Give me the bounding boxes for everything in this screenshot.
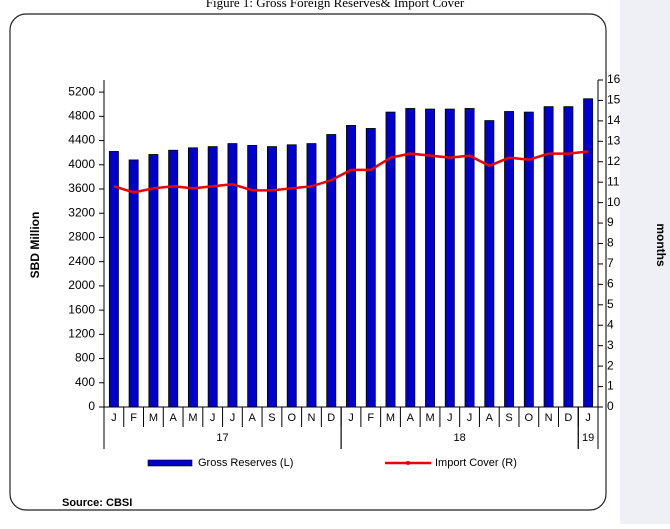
bar — [128, 159, 139, 408]
y2-tick-label: 13 — [607, 133, 621, 147]
y2-tick-label: 11 — [607, 174, 620, 188]
y2-tick-label: 8 — [607, 236, 614, 250]
y2-tick-label: 2 — [607, 358, 614, 372]
y2-tick-label: 1 — [607, 379, 614, 393]
legend-label: Gross Reserves (L) — [198, 457, 293, 469]
x-tick-label: M — [386, 412, 395, 424]
line — [113, 150, 589, 194]
bar — [227, 143, 238, 408]
y-tick-label: 800 — [75, 351, 95, 365]
legend-swatch — [147, 459, 193, 467]
bar — [247, 144, 258, 408]
bar — [148, 154, 159, 408]
x-tick-label: J — [585, 412, 591, 424]
x-tick-label: O — [287, 412, 296, 424]
bar — [484, 120, 495, 408]
bar — [306, 143, 317, 408]
y2-tick-label: 0 — [607, 399, 614, 413]
bar — [504, 111, 515, 408]
y2-tick-label: 10 — [607, 195, 621, 209]
x-tick-label: F — [130, 412, 137, 424]
x-tick-label: N — [545, 412, 553, 424]
y2-tick-label: 14 — [607, 113, 621, 127]
y-tick-label: 2800 — [68, 230, 95, 244]
x-tick-label: A — [249, 412, 257, 424]
y2-tick-label: 6 — [607, 277, 614, 291]
y2-axis-label: months — [654, 223, 668, 267]
y-tick-label: 4400 — [68, 133, 95, 147]
y2-tick-label: 16 — [607, 72, 621, 86]
y-tick-label: 400 — [75, 375, 95, 389]
y2-tick-label: 12 — [607, 154, 621, 168]
y-tick-label: 5200 — [68, 84, 95, 98]
bar — [523, 111, 534, 408]
y-tick-label: 1600 — [68, 302, 95, 316]
legend-label: Import Cover (R) — [435, 457, 517, 469]
x-group-label: 17 — [216, 432, 228, 444]
x-tick-label: A — [169, 412, 177, 424]
y2-tick-label: 7 — [607, 256, 614, 270]
bar — [108, 151, 119, 408]
x-tick-label: J — [348, 412, 354, 424]
x-tick-label: D — [327, 412, 335, 424]
bar — [405, 108, 416, 408]
x-group-label: 18 — [454, 432, 466, 444]
x-tick-label: S — [505, 412, 512, 424]
bar — [346, 125, 356, 408]
x-tick-label: M — [425, 412, 434, 424]
x-tick-label: M — [149, 412, 158, 424]
bar — [444, 108, 455, 408]
bar — [543, 106, 554, 408]
x-tick-label: A — [407, 412, 415, 424]
y2-tick-label: 5 — [607, 297, 614, 311]
x-tick-label: D — [564, 412, 572, 424]
y-tick-label: 4800 — [68, 109, 95, 123]
y2-tick-label: 3 — [607, 338, 614, 352]
y-tick-label: 2000 — [68, 278, 95, 292]
x-tick-label: J — [467, 412, 473, 424]
y-tick-label: 0 — [88, 399, 95, 413]
x-tick-label: O — [525, 412, 534, 424]
x-tick-label: J — [230, 412, 236, 424]
bar — [385, 111, 396, 408]
y2-tick-label: 15 — [607, 93, 621, 107]
bar — [286, 144, 297, 408]
bar — [583, 98, 594, 408]
x-tick-label: A — [486, 412, 494, 424]
y-tick-label: 3200 — [68, 205, 95, 219]
chart-title: Figure 1: Gross Foreign Reserves& Import… — [206, 0, 465, 10]
bar — [365, 128, 376, 408]
side-shade — [620, 0, 670, 524]
x-tick-label: S — [268, 412, 275, 424]
bar — [207, 146, 218, 408]
y-tick-label: 1200 — [68, 327, 95, 341]
x-tick-label: M — [188, 412, 197, 424]
x-tick-label: J — [447, 412, 453, 424]
bar — [326, 134, 337, 408]
y-tick-label: 4000 — [68, 157, 95, 171]
x-tick-label: F — [367, 412, 374, 424]
legend-marker — [406, 461, 410, 465]
y-tick-label: 2400 — [68, 254, 95, 268]
x-tick-label: N — [308, 412, 316, 424]
source: Source: CBSI — [62, 497, 132, 509]
bar — [168, 149, 179, 408]
y2-tick-label: 9 — [607, 215, 614, 229]
bar — [563, 106, 574, 408]
x-tick-label: J — [210, 412, 216, 424]
y-tick-label: 3600 — [68, 181, 95, 195]
bar — [267, 146, 277, 408]
y2-tick-label: 4 — [607, 317, 614, 331]
x-group-label: 19 — [582, 432, 594, 444]
bar — [425, 108, 435, 408]
bar — [187, 147, 198, 408]
x-tick-label: J — [111, 412, 117, 424]
y-axis-label: SBD Million — [28, 212, 42, 279]
bar — [464, 108, 475, 408]
